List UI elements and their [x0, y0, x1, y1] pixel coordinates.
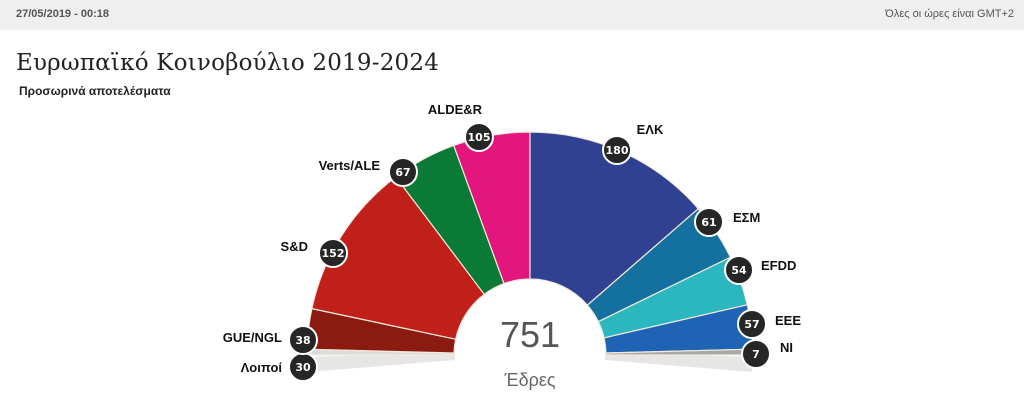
- label-alde: ALDE&R: [428, 102, 483, 117]
- svg-text:57: 57: [744, 318, 759, 331]
- label-eee: EEE: [775, 313, 801, 328]
- svg-text:105: 105: [468, 131, 491, 144]
- badge-verts-ale: 67: [388, 157, 418, 187]
- page-title: Ευρωπαϊκό Κοινοβούλιο 2019-2024: [16, 50, 440, 76]
- top-bar: 27/05/2019 - 00:18 Όλες οι ώρες είναι GM…: [0, 0, 1024, 30]
- badge-alde: 105: [464, 122, 494, 152]
- shadow-left: [308, 352, 455, 372]
- label-ni: NI: [780, 340, 793, 355]
- label-efdd: EFDD: [761, 258, 796, 273]
- shadow-right: [605, 352, 752, 372]
- svg-text:7: 7: [752, 348, 760, 361]
- svg-text:38: 38: [295, 334, 310, 347]
- label-esm: ΕΣΜ: [733, 210, 760, 225]
- badge-sd: 152: [318, 238, 348, 268]
- badge-others: 30: [288, 352, 318, 382]
- badge-eee: 57: [737, 309, 767, 339]
- page-subtitle: Προσωρινά αποτελέσματα: [19, 84, 171, 98]
- label-gue-ngl: GUE/NGL: [223, 330, 282, 345]
- svg-text:67: 67: [395, 166, 410, 179]
- label-elk: ΕΛΚ: [637, 122, 664, 137]
- svg-text:61: 61: [701, 216, 716, 229]
- badge-elk: 180: [602, 135, 632, 165]
- label-verts-ale: Verts/ALE: [319, 158, 381, 173]
- label-sd: S&D: [281, 239, 308, 254]
- seat-badges: 30 38 152 67 105 180 61 54 57 7: [288, 122, 771, 382]
- segment-elk: [529, 131, 700, 306]
- label-others: Λοιποί: [241, 360, 283, 375]
- badge-gue-ngl: 38: [288, 325, 318, 355]
- svg-text:152: 152: [322, 247, 345, 260]
- seat-segments: [306, 131, 754, 356]
- svg-text:54: 54: [731, 264, 747, 277]
- seats-label: Έδρες: [503, 370, 555, 390]
- svg-text:180: 180: [606, 144, 629, 157]
- timestamp: 27/05/2019 - 00:18: [16, 8, 109, 20]
- svg-text:30: 30: [295, 361, 311, 374]
- badge-ni: 7: [741, 339, 771, 369]
- total-seats: 751: [500, 314, 560, 355]
- badge-esm: 61: [694, 207, 724, 237]
- badge-efdd: 54: [724, 255, 754, 285]
- timezone-note: Όλες οι ώρες είναι GMT+2: [885, 8, 1014, 20]
